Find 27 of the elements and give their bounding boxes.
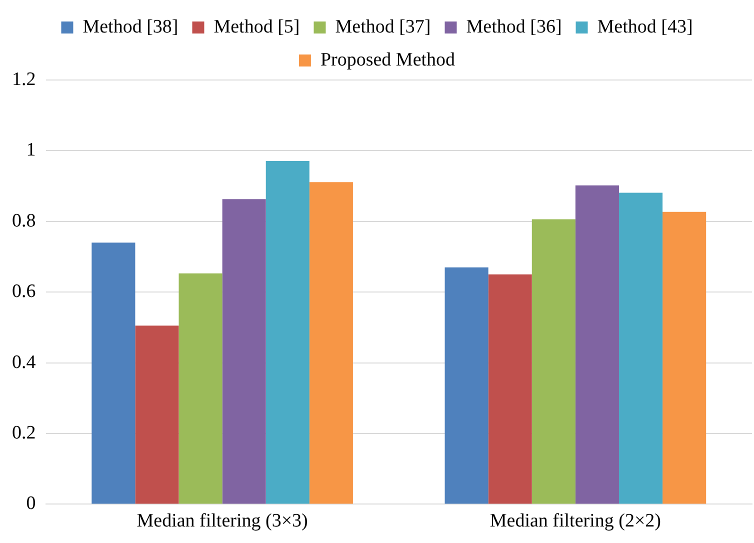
bar	[266, 160, 310, 504]
y-tick-label: 0	[26, 493, 36, 514]
bar	[222, 199, 266, 504]
legend-label: Proposed Method	[320, 49, 456, 70]
legend-label: Method [43]	[597, 16, 693, 38]
legend-label: Method [5]	[214, 16, 300, 38]
y-tick-label: 0.4	[12, 352, 36, 373]
bar	[532, 219, 576, 504]
legend-label: Method [36]	[466, 16, 562, 38]
y-tick-label: 0.8	[12, 210, 36, 232]
bar	[618, 192, 663, 504]
bar	[488, 274, 532, 504]
x-tick-label: Median filtering (3×3)	[136, 510, 308, 532]
bar	[444, 267, 488, 504]
y-tick-label: 1	[26, 140, 36, 161]
bar	[662, 212, 706, 504]
bar	[135, 326, 179, 504]
y-tick-label: 0.2	[12, 422, 36, 444]
bar	[575, 185, 619, 504]
bar	[92, 242, 136, 504]
bar	[309, 182, 353, 504]
y-tick-label: 0.6	[12, 281, 36, 302]
legend-label: Method [37]	[335, 16, 431, 38]
bar	[178, 273, 222, 504]
y-tick-label: 1.2	[12, 68, 36, 90]
x-tick-label: Median filtering (2×2)	[490, 510, 661, 532]
legend-label: Method [38]	[82, 16, 178, 38]
